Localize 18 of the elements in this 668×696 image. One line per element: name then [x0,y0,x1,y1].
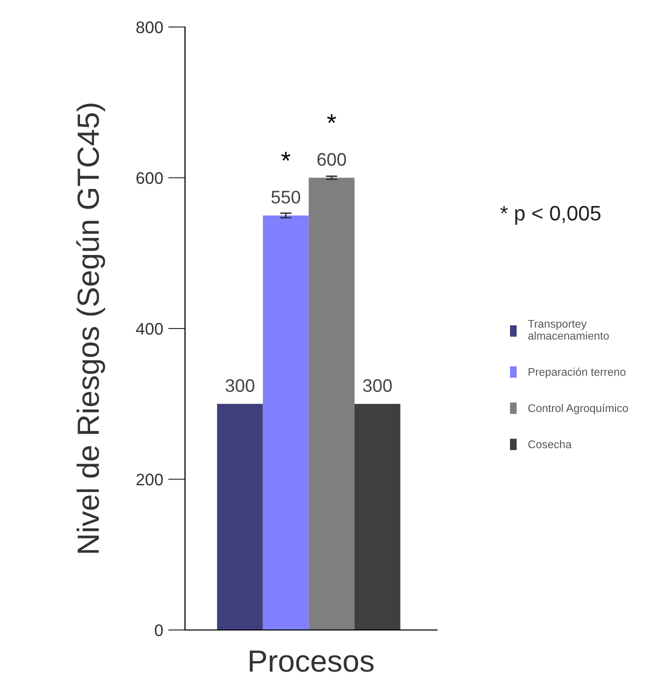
data-label: 600 [317,153,346,166]
legend-label: Cosecha [528,440,572,448]
annotation: * [327,114,336,124]
legend-label: Transportey almacenamiento [528,320,609,340]
y-tick-label: 0 [154,624,163,636]
y-tick-label: 600 [136,172,163,184]
data-label: 300 [226,379,254,392]
data-label: 550 [271,190,300,204]
y-tick-label: 200 [136,474,163,486]
text: * p < 0,005 [500,206,600,225]
y-axis-title: Nivel de Riesgos (Según GTC45) [76,104,106,553]
legend-label: Preparación terreno [528,368,626,378]
legend-label: Control Agroquímico [528,404,628,414]
x-axis-title: Procesos [250,650,374,672]
data-label: 300 [363,379,392,392]
annotation: * [281,152,290,161]
y-tick-label: 800 [136,21,163,34]
y-tick-label: 400 [136,322,163,335]
